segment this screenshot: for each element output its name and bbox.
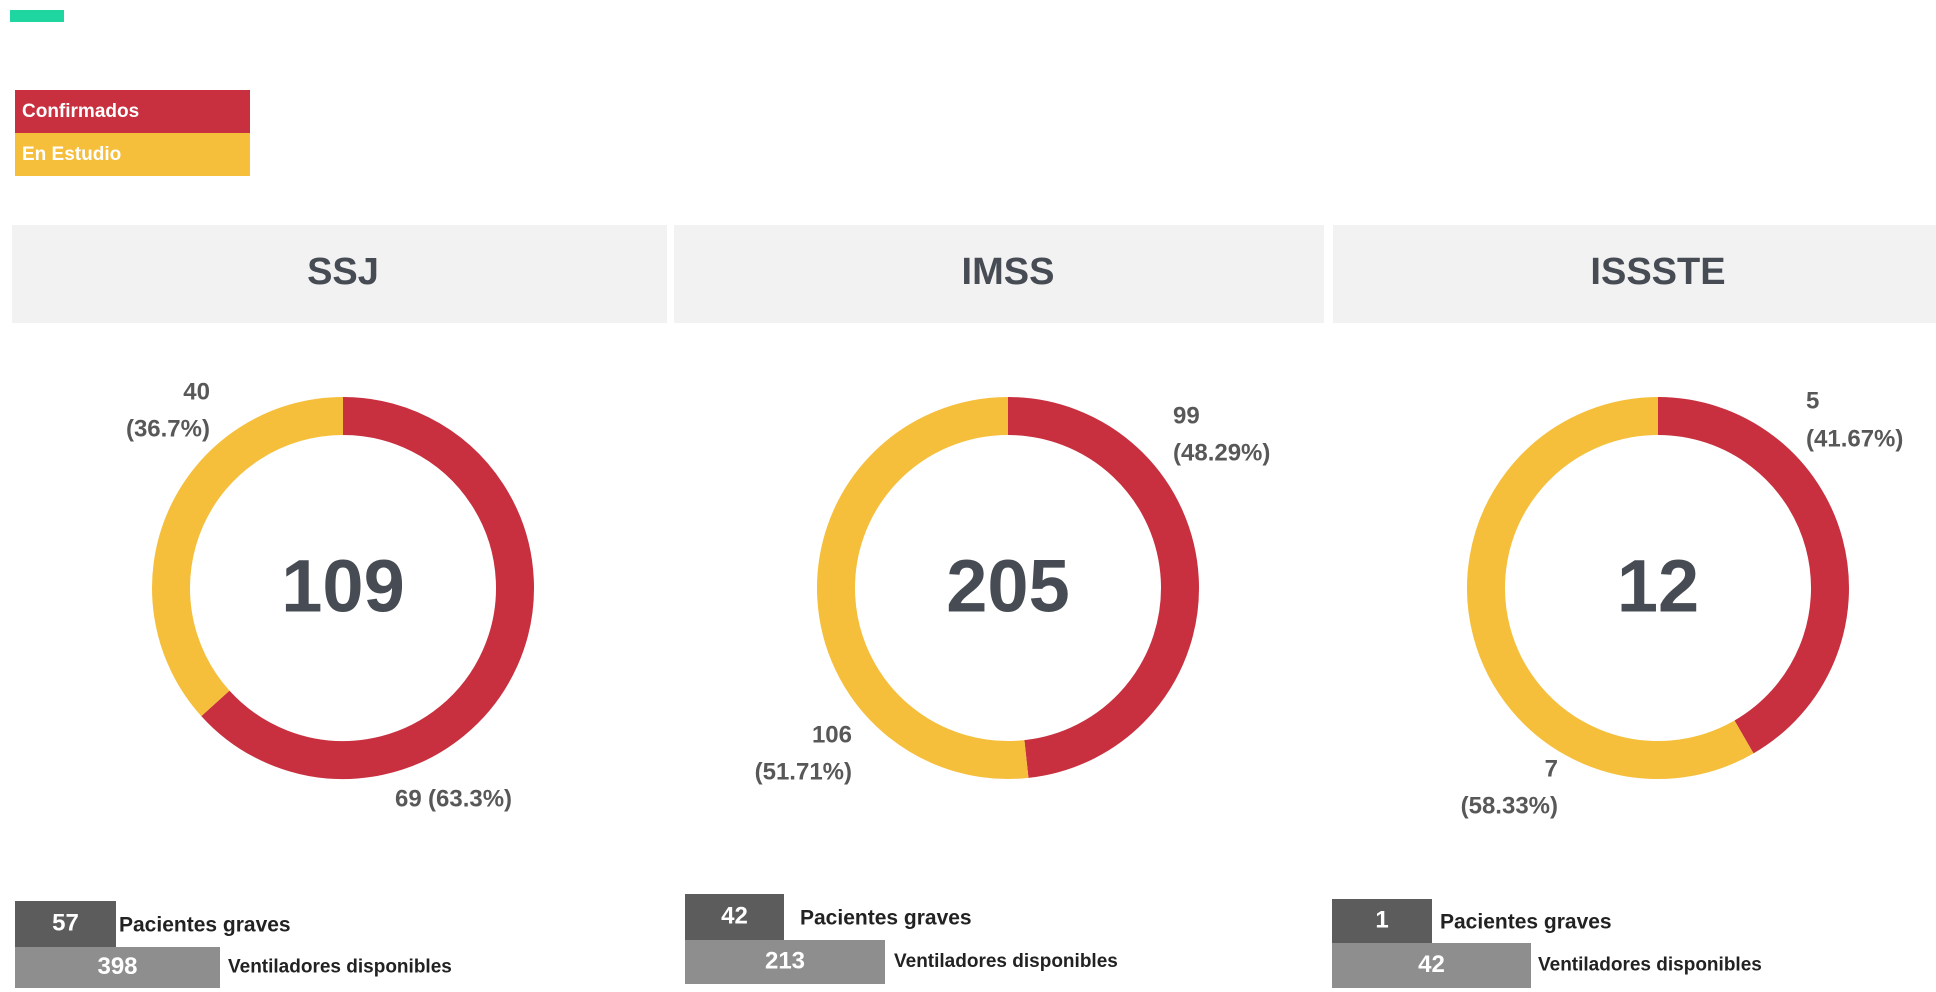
stat-label: Pacientes graves <box>119 914 291 937</box>
panel-title: SSJ <box>307 251 379 293</box>
stat-box <box>15 901 116 947</box>
stat-box <box>1332 943 1531 988</box>
percent-label: (48.29%) <box>1173 439 1270 466</box>
donut-total: 12 <box>1617 545 1699 628</box>
stat-label: Ventiladores disponibles <box>1538 955 1762 976</box>
value-label: 7 <box>1545 755 1558 782</box>
stat-box <box>685 940 885 984</box>
stat-value: 1 <box>1375 906 1388 933</box>
stat-label: Ventiladores disponibles <box>228 957 452 978</box>
legend-swatch <box>15 133 250 176</box>
stat-box <box>685 894 784 940</box>
donut-total: 205 <box>946 545 1069 628</box>
donut-total: 109 <box>281 545 404 628</box>
donut-slice <box>201 397 534 779</box>
donut-slice <box>1657 397 1849 754</box>
legend-label: En Estudio <box>22 144 121 165</box>
stat-label: Pacientes graves <box>800 907 972 930</box>
value-label: 99 <box>1173 402 1200 429</box>
panel-header <box>674 225 1324 323</box>
stat-value: 57 <box>52 909 79 936</box>
value-label: 40 <box>183 378 210 405</box>
value-label: 106 <box>812 721 852 748</box>
panel-header <box>12 225 667 323</box>
donut-slice <box>1467 397 1754 779</box>
stat-label: Pacientes graves <box>1440 911 1612 934</box>
stat-value: 42 <box>1418 951 1445 978</box>
panel-header <box>1333 225 1936 323</box>
value-label: 69 <box>395 785 422 812</box>
donut-slice <box>152 397 344 717</box>
percent-label: (58.33%) <box>1461 792 1558 819</box>
stat-value: 42 <box>721 902 748 929</box>
value-label: 5 <box>1806 387 1819 414</box>
percent-label: (41.67%) <box>1806 425 1903 452</box>
brand-bar <box>10 10 64 22</box>
stat-value: 398 <box>97 953 137 980</box>
panel-title: IMSS <box>962 251 1055 293</box>
percent-label: (63.3%) <box>428 785 512 812</box>
stat-box <box>1332 899 1432 943</box>
donut-slice <box>817 397 1029 779</box>
legend-label: Confirmados <box>22 101 139 122</box>
stat-box <box>15 947 220 988</box>
legend-swatch <box>15 90 250 133</box>
panel-title: ISSSTE <box>1590 251 1725 293</box>
stat-value: 213 <box>765 947 805 974</box>
percent-label: (36.7%) <box>126 415 210 442</box>
donut-slice <box>1007 397 1199 778</box>
stat-label: Ventiladores disponibles <box>894 951 1118 972</box>
percent-label: (51.71%) <box>755 758 852 785</box>
